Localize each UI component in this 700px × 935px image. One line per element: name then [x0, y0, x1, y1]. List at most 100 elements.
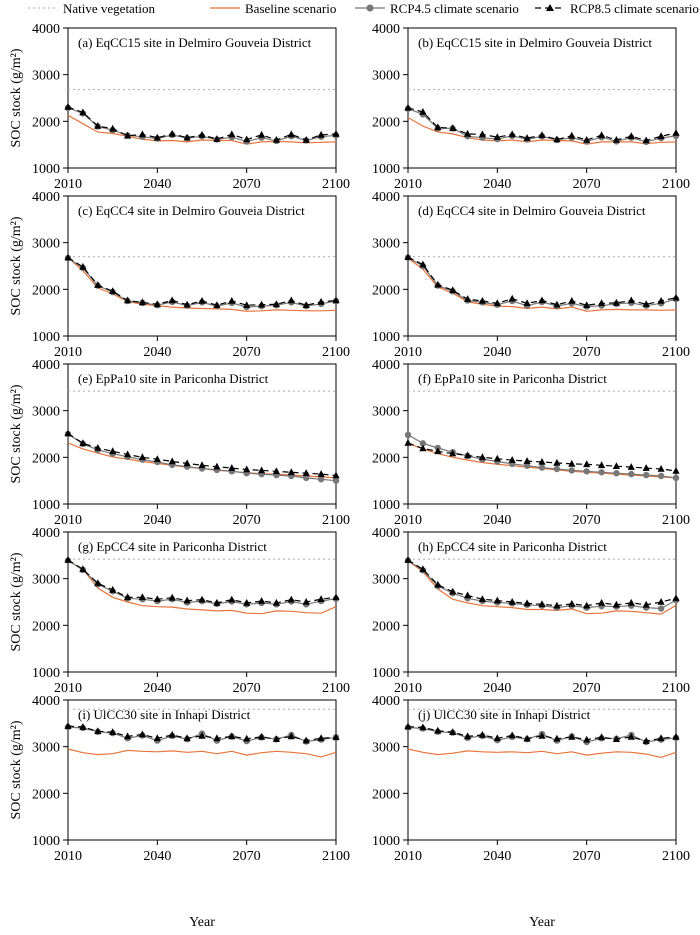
data-point — [583, 460, 591, 468]
data-point — [508, 294, 516, 302]
data-point — [419, 260, 427, 268]
data-point — [243, 301, 251, 308]
data-point — [404, 556, 412, 563]
data-point — [642, 600, 650, 608]
data-point — [598, 469, 605, 476]
data-point — [538, 296, 546, 304]
data-point — [583, 136, 591, 143]
data-point — [553, 135, 561, 143]
plot-frame — [67, 195, 337, 337]
data-point — [672, 732, 680, 740]
data-point — [583, 601, 591, 609]
data-point — [109, 728, 117, 735]
data-point — [493, 734, 501, 742]
data-point — [153, 734, 161, 742]
data-point — [553, 300, 561, 308]
data-point — [449, 728, 457, 735]
data-point — [672, 474, 680, 482]
data-point — [287, 732, 295, 740]
data-point — [643, 471, 650, 479]
data-point — [583, 735, 591, 743]
y-tick-label: 1000 — [372, 498, 400, 513]
data-point — [64, 102, 72, 110]
y-tick-label: 3000 — [32, 69, 60, 84]
data-point — [568, 599, 576, 607]
data-point — [94, 727, 102, 735]
data-point — [627, 296, 635, 304]
x-tick-label: 2070 — [233, 681, 261, 696]
x-tick-label: 2040 — [143, 177, 171, 192]
x-tick-label: 2070 — [233, 345, 261, 360]
y-tick-label: 1000 — [32, 330, 60, 345]
x-tick-label: 2100 — [322, 849, 350, 864]
data-point — [612, 735, 620, 742]
y-tick-label: 3000 — [32, 237, 60, 252]
data-point — [464, 591, 472, 599]
data-point — [168, 731, 176, 738]
data-point — [302, 598, 310, 605]
data-point — [672, 594, 680, 602]
panel: 1000 2000 3000 4000 2010 2040 2070 2100 (c) EqCC… — [9, 190, 350, 360]
data-point — [612, 136, 620, 143]
data-point — [198, 731, 206, 739]
data-point — [598, 131, 606, 139]
data-point — [168, 457, 176, 465]
data-point — [493, 299, 501, 307]
panel-title: (e) EpPa10 site in Pariconha District — [78, 371, 269, 386]
x-tick-label: 2040 — [143, 345, 171, 360]
data-point — [168, 593, 176, 601]
data-point — [302, 736, 310, 744]
data-point — [317, 476, 325, 483]
data-point — [642, 136, 650, 144]
data-point — [109, 287, 117, 294]
data-point — [657, 297, 665, 304]
data-point — [79, 262, 87, 270]
data-point — [243, 598, 251, 606]
x-tick-label: 2100 — [662, 849, 690, 864]
data-point — [478, 595, 486, 602]
data-point — [64, 722, 72, 729]
data-point — [94, 281, 102, 288]
data-point — [612, 600, 620, 608]
x-tick-label: 2070 — [233, 177, 261, 192]
panel: 1000 2000 3000 4000 2010 2040 2070 2100 (g) EpCC… — [9, 526, 350, 696]
x-tick-label: 2040 — [483, 177, 511, 192]
data-point — [258, 732, 266, 740]
data-point — [228, 464, 236, 471]
data-point — [627, 732, 635, 740]
data-point — [228, 297, 236, 304]
data-point — [303, 474, 310, 482]
data-point — [478, 453, 486, 461]
plot-frame — [67, 699, 337, 841]
data-point — [538, 464, 546, 471]
data-point — [198, 297, 206, 304]
data-point — [317, 734, 325, 742]
data-point — [598, 598, 606, 606]
data-point — [598, 299, 606, 307]
data-point — [627, 463, 635, 470]
data-point — [168, 129, 176, 137]
data-point — [79, 565, 87, 573]
data-point — [79, 723, 87, 730]
data-point — [109, 124, 117, 132]
data-point — [478, 130, 486, 138]
data-point — [478, 731, 486, 738]
x-tick-label: 2070 — [573, 681, 601, 696]
data-point — [508, 598, 516, 605]
data-point — [657, 472, 665, 480]
series-line — [67, 748, 337, 758]
x-tick-label: 2100 — [662, 513, 690, 528]
legend-item: Baseline scenario — [210, 1, 336, 16]
data-point — [508, 130, 516, 138]
data-point — [434, 280, 442, 288]
data-point — [493, 596, 501, 604]
y-tick-label: 4000 — [32, 526, 60, 541]
x-tick-label: 2010 — [394, 849, 422, 864]
legend-label: Baseline scenario — [245, 1, 336, 16]
data-point — [657, 465, 665, 472]
data-point — [568, 467, 575, 474]
data-point — [258, 300, 266, 308]
y-tick-label: 1000 — [32, 666, 60, 681]
panel: 1000 2000 3000 4000 2010 2040 2070 2100 (i) UlCC… — [9, 694, 350, 864]
